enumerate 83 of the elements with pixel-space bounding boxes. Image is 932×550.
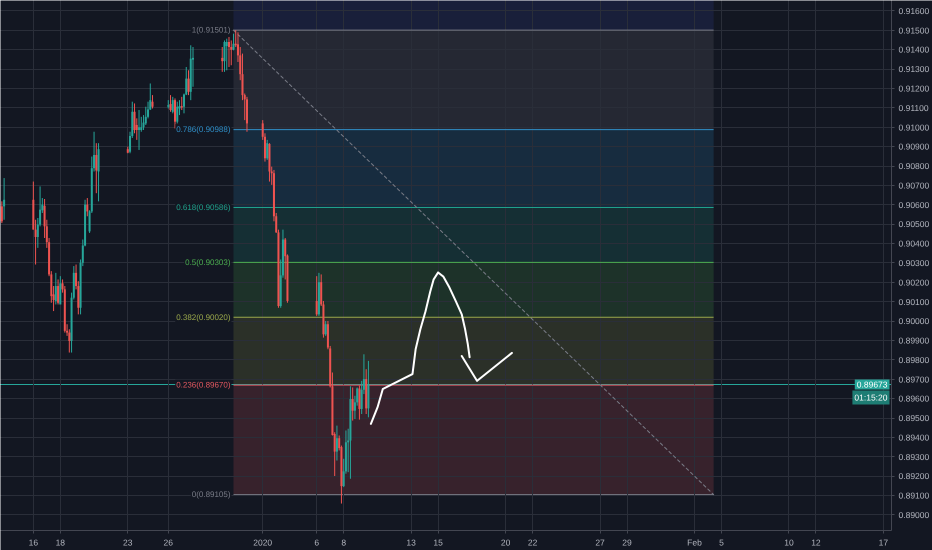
ref-line-label: 0(0.89105) [192, 490, 231, 500]
y-tick-label: 0.89300 [898, 452, 930, 462]
y-tick-label: 0.91200 [898, 84, 930, 94]
x-tick-label: 6 [314, 538, 320, 548]
candlestick [226, 38, 228, 71]
annotation: 0.89673 [856, 380, 888, 390]
candlestick [170, 94, 172, 112]
y-tick-label: 0.89700 [898, 374, 930, 384]
candlestick [187, 70, 190, 96]
x-tick-label: 5 [719, 538, 724, 548]
candlestick [57, 278, 60, 305]
candlestick [152, 94, 154, 109]
y-tick-label: 0.89200 [898, 471, 930, 482]
x-tick-label: 18 [56, 538, 66, 548]
y-tick-label: 0.89000 [898, 510, 930, 520]
x-tick-label: 26 [164, 538, 174, 548]
x-tick-label: 15 [433, 538, 444, 548]
x-tick-label: 2020 [253, 538, 272, 548]
x-tick-label: 10 [784, 538, 794, 548]
x-tick-label: 29 [622, 538, 632, 548]
x-tick-label: 27 [595, 538, 606, 548]
line-series [370, 271, 471, 425]
candlestick [358, 385, 360, 420]
x-tick-label: Feb [687, 538, 702, 548]
y-tick-label: 0.90300 [898, 258, 930, 268]
y-tick-label: 0.89800 [898, 354, 930, 365]
x-tick-label: 8 [341, 538, 346, 548]
candlestick [54, 272, 57, 305]
candlestick [221, 46, 224, 72]
candlestick [336, 425, 338, 462]
band-label: 0.786(0.90988) [176, 125, 231, 134]
candlestick [59, 276, 62, 305]
y-tick-label: 0.91400 [898, 44, 930, 55]
y-tick-label: 0.90600 [898, 200, 930, 210]
candlestick [95, 142, 98, 194]
x-tick-label: 17 [878, 538, 888, 548]
y-tick-label: 0.89900 [898, 336, 930, 346]
x-tick-label: 12 [811, 538, 821, 548]
candlestick [176, 101, 178, 124]
candlestick [86, 198, 88, 217]
y-tick-label: 0.89500 [898, 413, 930, 424]
y-tick-label: 0.90800 [898, 161, 930, 172]
y-tick-label: 0.89600 [898, 394, 930, 404]
y-tick-label: 0.91100 [898, 102, 929, 113]
y-tick-label: 0.90400 [898, 238, 930, 249]
candlestick [266, 139, 268, 160]
candlestick [228, 36, 230, 68]
x-tick-label: 20 [500, 538, 511, 548]
y-tick-label: 0.91600 [898, 6, 930, 16]
candlestick [3, 178, 6, 220]
candlestick [172, 96, 174, 114]
y-tick-label: 0.91000 [898, 122, 930, 132]
candlestick [316, 276, 318, 316]
x-tick-label: 23 [123, 538, 133, 548]
annotation: 01:15:20 [854, 392, 888, 403]
y-tick-label: 0.89400 [898, 432, 930, 442]
x-tick-label: 13 [406, 538, 416, 548]
y-tick-label: 0.90700 [898, 180, 930, 190]
candlestick [223, 40, 226, 72]
candlestick [232, 33, 234, 51]
candlestick [324, 320, 327, 336]
y-tick-label: 0.89100 [898, 490, 930, 501]
y-tick-label: 0.91300 [898, 64, 930, 74]
candlestick [180, 96, 183, 111]
band-label: 0.618(0.90586) [176, 203, 231, 212]
band-label: 0.236(0.89670) [176, 380, 231, 390]
band-label: 1(0.91501) [192, 26, 231, 35]
candlestick [98, 142, 100, 202]
y-tick-label: 0.90500 [898, 219, 930, 230]
y-tick-label: 0.90200 [898, 277, 930, 288]
candlestick [0, 200, 3, 224]
candlestick [230, 40, 232, 66]
y-tick-label: 0.90900 [898, 142, 930, 152]
y-tick-label: 0.90000 [898, 316, 930, 326]
candlestick [352, 386, 354, 422]
y-tick-label: 0.91500 [898, 25, 930, 36]
x-tick-label: 16 [28, 538, 38, 548]
band-label: 0.382(0.90020) [176, 312, 231, 322]
x-tick-label: 22 [528, 538, 538, 548]
y-tick-label: 0.90100 [898, 296, 930, 307]
band-label: 0.5(0.90303) [185, 258, 231, 267]
candlestick [174, 98, 176, 129]
candlestick [138, 110, 140, 150]
